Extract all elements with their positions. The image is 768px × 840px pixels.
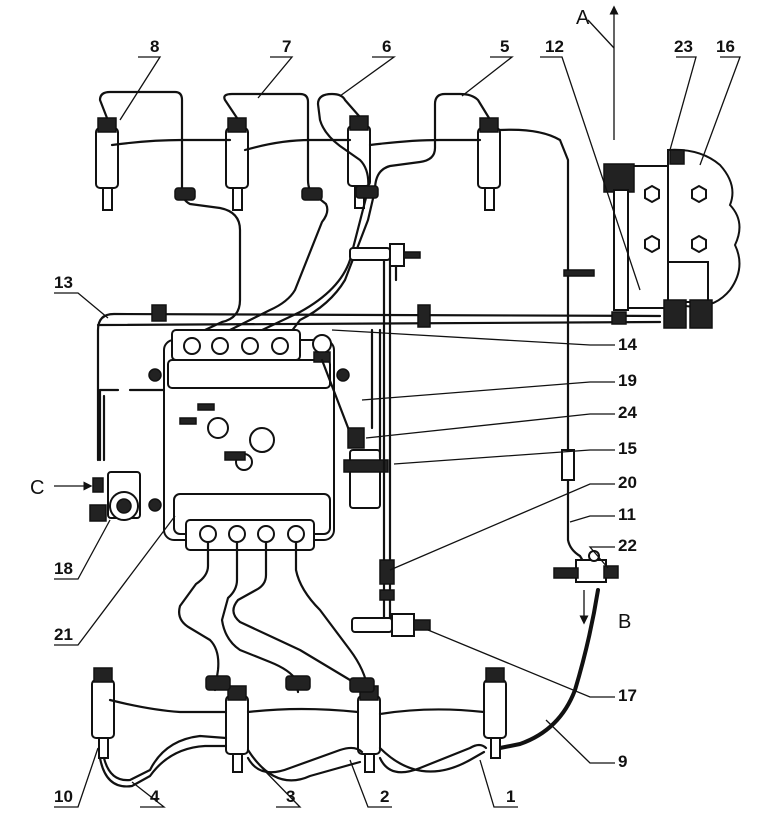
label-15: 15 <box>618 439 637 458</box>
high-pressure-pipe-5 <box>283 92 491 342</box>
label-18: 18 <box>54 559 73 578</box>
label-7: 7 <box>282 37 291 56</box>
hose-9 <box>498 588 600 750</box>
label-11: 11 <box>618 505 636 524</box>
label-2: 2 <box>380 787 389 806</box>
label-A: A <box>576 7 590 29</box>
injector-bottom-3 <box>225 685 249 773</box>
injector-top-8 <box>95 117 119 211</box>
return-line-fitting <box>151 304 167 322</box>
sensor-17 <box>351 613 431 637</box>
label-23: 23 <box>674 37 693 56</box>
return-line-clamp <box>417 304 431 328</box>
sensor-top <box>349 243 421 282</box>
label-17: 17 <box>618 686 637 705</box>
label-9: 9 <box>618 752 627 771</box>
pipe-clamps-top <box>174 185 379 201</box>
label-20: 20 <box>618 473 637 492</box>
high-pressure-pipe-8 <box>98 90 242 342</box>
label-5: 5 <box>500 37 509 56</box>
label-1: 1 <box>506 787 515 806</box>
filter-bracket-16 <box>603 148 741 329</box>
label-21: 21 <box>54 625 73 644</box>
label-16: 16 <box>716 37 735 56</box>
label-13: 13 <box>54 273 73 292</box>
injector-bottom-4 <box>91 667 115 759</box>
label-B: B <box>618 611 631 633</box>
leader-lines <box>54 56 741 808</box>
high-pressure-pipe-6 <box>248 92 370 342</box>
label-14: 14 <box>618 335 637 354</box>
return-line-13 <box>96 312 662 462</box>
label-3: 3 <box>286 787 295 806</box>
injector-top-5 <box>477 117 501 211</box>
label-6: 6 <box>382 37 391 56</box>
injector-bottom-1 <box>483 667 507 759</box>
fuel-injection-pump-21 <box>148 329 350 551</box>
pipe-clamps-bottom <box>205 675 375 693</box>
label-10: 10 <box>54 787 73 806</box>
injector-bottom-2 <box>357 685 381 773</box>
fuel-filter-18 <box>89 471 141 522</box>
label-4: 4 <box>150 787 160 806</box>
label-C: C <box>30 477 44 499</box>
label-8: 8 <box>150 37 159 56</box>
label-12: 12 <box>545 37 564 56</box>
injector-top-7 <box>225 117 249 211</box>
pipe-fittings-14-19-24-15 <box>312 328 389 509</box>
label-24: 24 <box>618 403 637 422</box>
label-19: 19 <box>618 371 637 390</box>
callout-labels: 8 7 6 5 12 23 16 A 13 14 19 24 15 20 11 … <box>30 7 735 806</box>
label-22: 22 <box>618 536 637 555</box>
valve-22 <box>553 550 619 583</box>
